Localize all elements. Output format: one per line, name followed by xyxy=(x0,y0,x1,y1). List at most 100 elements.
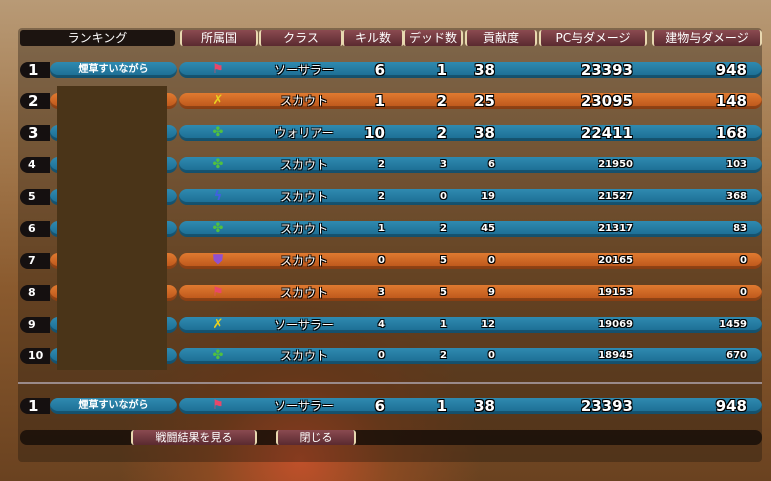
rank-number: 10 xyxy=(20,348,50,364)
deaths-cell: 2 xyxy=(440,350,447,361)
table-row[interactable]: ⚑ ソーサラー 6 1 38 23393 948 xyxy=(179,62,762,78)
table-row[interactable]: ⛊ スカウト 0 5 0 20165 0 xyxy=(179,253,762,269)
building-damage-cell: 0 xyxy=(740,287,747,298)
kills-cell: 6 xyxy=(374,397,385,415)
table-row[interactable]: ✤ スカウト 2 3 6 21950 103 xyxy=(179,157,762,173)
deaths-cell: 5 xyxy=(440,287,447,298)
view-results-button[interactable]: 戦闘結果を見る xyxy=(131,430,257,445)
header-ranking: ランキング xyxy=(20,30,175,46)
deaths-cell: 3 xyxy=(440,159,447,170)
class-cell: ソーサラー xyxy=(274,399,334,413)
pc-damage-cell: 19069 xyxy=(598,319,633,330)
contribution-cell: 9 xyxy=(488,287,495,298)
building-damage-cell: 670 xyxy=(726,350,747,361)
header-pc-damage[interactable]: PC与ダメージ xyxy=(539,30,647,46)
table-row[interactable]: ✗ ソーサラー 4 1 12 19069 1459 xyxy=(179,317,762,333)
pc-damage-cell: 22411 xyxy=(580,124,633,142)
rank-number: 1 xyxy=(20,62,50,78)
yellow-sword-icon: ✗ xyxy=(212,93,224,108)
pc-damage-cell: 19153 xyxy=(598,287,633,298)
deaths-cell: 1 xyxy=(440,319,447,330)
contribution-cell: 0 xyxy=(488,350,495,361)
pc-damage-cell: 21317 xyxy=(598,223,633,234)
table-row[interactable]: ✤ スカウト 1 2 45 21317 83 xyxy=(179,221,762,237)
pc-damage-cell: 21527 xyxy=(598,191,633,202)
kills-cell: 0 xyxy=(378,350,385,361)
kills-cell: 2 xyxy=(378,159,385,170)
class-cell: スカウト xyxy=(279,286,328,300)
header-building-damage[interactable]: 建物与ダメージ xyxy=(652,30,762,46)
kills-cell: 6 xyxy=(374,61,385,79)
purple-shield-icon: ⛊ xyxy=(213,253,223,268)
green-clover-icon: ✤ xyxy=(212,221,224,236)
contribution-cell: 38 xyxy=(474,397,495,415)
building-damage-cell: 103 xyxy=(726,159,747,170)
building-damage-cell: 0 xyxy=(740,255,747,266)
pc-damage-cell: 23393 xyxy=(580,397,633,415)
kills-cell: 1 xyxy=(378,223,385,234)
green-clover-icon: ✤ xyxy=(212,125,224,140)
kills-cell: 2 xyxy=(378,191,385,202)
header-nation[interactable]: 所属国 xyxy=(180,30,258,46)
building-damage-cell: 368 xyxy=(726,191,747,202)
deaths-cell: 2 xyxy=(440,223,447,234)
header-kills[interactable]: キル数 xyxy=(342,30,404,46)
rank-number: 3 xyxy=(20,125,50,141)
table-row[interactable]: ✤ ウォリアー 10 2 38 22411 168 xyxy=(179,125,762,141)
rank-number: 7 xyxy=(20,253,50,269)
header-contribution[interactable]: 貢献度 xyxy=(465,30,537,46)
deaths-cell: 5 xyxy=(440,255,447,266)
table-row[interactable]: ✗ スカウト 1 2 25 23095 148 xyxy=(179,93,762,109)
green-clover-icon: ✤ xyxy=(212,157,224,172)
kills-cell: 4 xyxy=(378,319,385,330)
table-row[interactable]: ⚑ ソーサラー 6 1 38 23393 948 xyxy=(179,398,762,414)
divider xyxy=(18,382,762,384)
class-cell: ソーサラー xyxy=(274,318,334,332)
building-damage-cell: 948 xyxy=(715,397,747,415)
class-cell: ウォリアー xyxy=(274,126,334,140)
deaths-cell: 2 xyxy=(436,124,447,142)
rank-number: 8 xyxy=(20,285,50,301)
player-name[interactable]: 煙草すいながら xyxy=(50,398,177,414)
table-row[interactable]: ✤ スカウト 0 2 0 18945 670 xyxy=(179,348,762,364)
table-row[interactable]: ⚑ スカウト 3 5 9 19153 0 xyxy=(179,285,762,301)
red-flag-icon: ⚑ xyxy=(212,398,224,413)
pc-damage-cell: 18945 xyxy=(598,350,633,361)
deaths-cell: 1 xyxy=(436,397,447,415)
class-cell: スカウト xyxy=(279,349,328,363)
contribution-cell: 25 xyxy=(474,92,495,110)
close-button[interactable]: 閉じる xyxy=(276,430,356,445)
yellow-sword-icon: ✗ xyxy=(212,317,224,332)
name-redaction xyxy=(57,86,167,370)
contribution-cell: 0 xyxy=(488,255,495,266)
contribution-cell: 45 xyxy=(481,223,495,234)
red-flag-icon: ⚑ xyxy=(212,285,224,300)
pc-damage-cell: 23393 xyxy=(580,61,633,79)
rank-number: 2 xyxy=(20,93,50,109)
kills-cell: 10 xyxy=(364,124,385,142)
rank-number: 5 xyxy=(20,189,50,205)
table-row[interactable]: ϟ スカウト 2 0 19 21527 368 xyxy=(179,189,762,205)
kills-cell: 0 xyxy=(378,255,385,266)
rank-number: 6 xyxy=(20,221,50,237)
class-cell: スカウト xyxy=(279,158,328,172)
contribution-cell: 38 xyxy=(474,124,495,142)
kills-cell: 1 xyxy=(374,92,385,110)
rank-number: 4 xyxy=(20,157,50,173)
class-cell: スカウト xyxy=(279,222,328,236)
deaths-cell: 2 xyxy=(436,92,447,110)
class-cell: ソーサラー xyxy=(274,63,334,77)
building-damage-cell: 148 xyxy=(715,92,747,110)
class-cell: スカウト xyxy=(279,190,328,204)
header-class[interactable]: クラス xyxy=(259,30,343,46)
contribution-cell: 6 xyxy=(488,159,495,170)
player-name[interactable]: 煙草すいながら xyxy=(50,62,177,78)
blue-lightning-icon: ϟ xyxy=(213,189,223,204)
red-flag-icon: ⚑ xyxy=(212,62,224,77)
deaths-cell: 0 xyxy=(440,191,447,202)
building-damage-cell: 168 xyxy=(715,124,747,142)
contribution-cell: 38 xyxy=(474,61,495,79)
pc-damage-cell: 21950 xyxy=(598,159,633,170)
header-deaths[interactable]: デッド数 xyxy=(403,30,463,46)
building-damage-cell: 1459 xyxy=(719,319,747,330)
